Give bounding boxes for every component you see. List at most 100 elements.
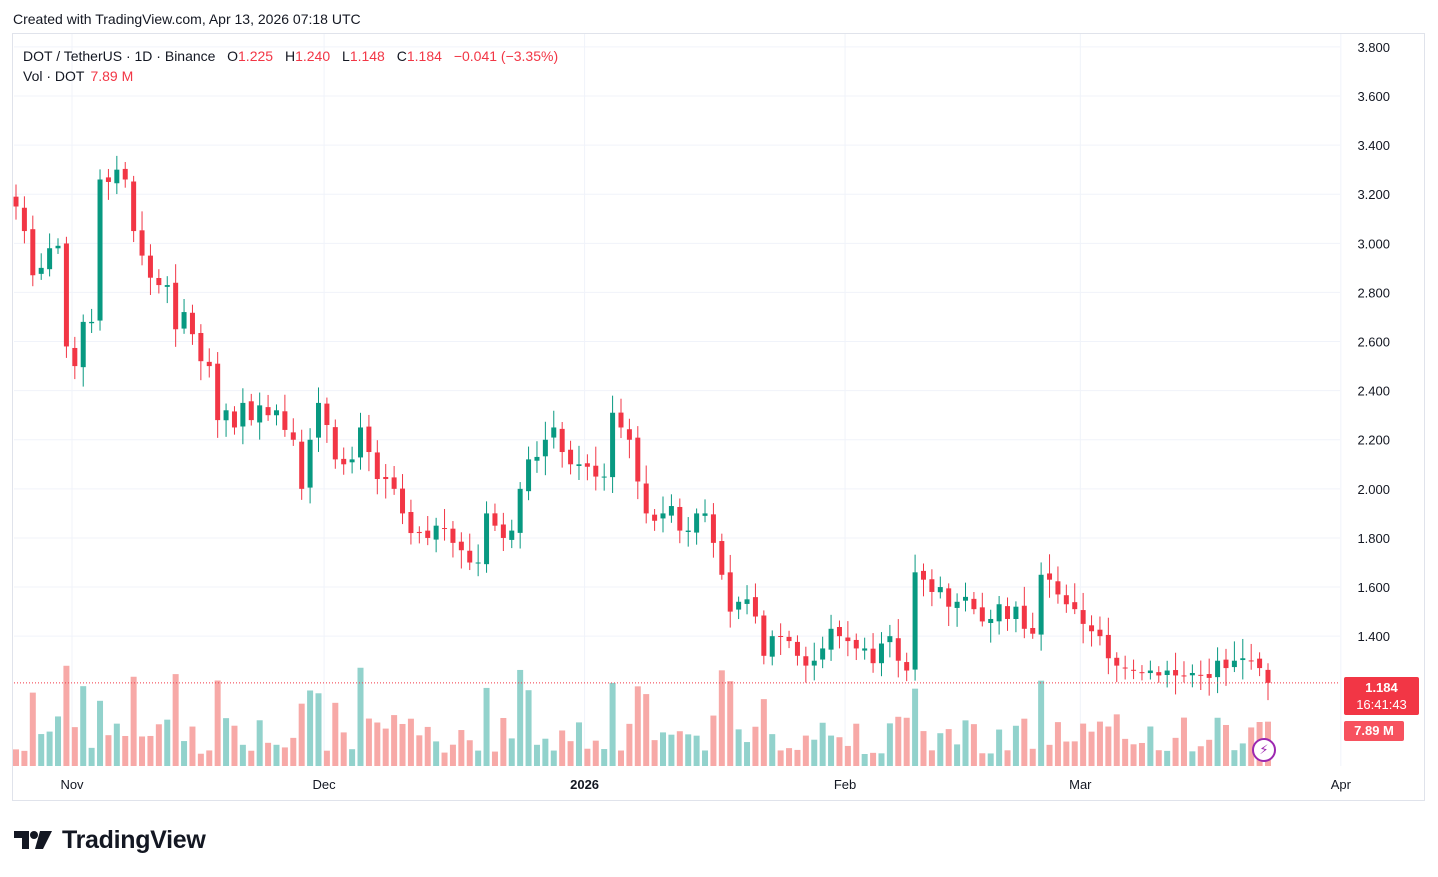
candle-body [156,277,162,286]
volume-bar [206,750,213,766]
candle-body [189,312,195,335]
legend-open-label: O [227,48,239,64]
candle-body [332,427,338,460]
volume-bar [676,731,683,766]
candle-body [988,618,994,623]
volume-bar [945,729,952,766]
volume-bar [937,733,944,766]
candle-body [38,267,44,274]
volume-bar [1180,717,1187,766]
candle-body [1063,595,1069,605]
y-tick-label: 3.400 [1357,138,1390,153]
volume-bar [307,690,314,766]
volume-bar [374,722,381,766]
candle-body [349,459,355,463]
y-tick-label: 2.000 [1357,482,1390,497]
legend-symbol[interactable]: DOT / TetherUS · 1D · Binance [23,48,216,64]
x-tick-label: Nov [60,777,84,792]
candle-body [610,412,616,478]
tradingview-logo-text: TradingView [62,826,206,854]
volume-bar [752,726,759,766]
candle-body [324,403,330,426]
candle-body [542,439,548,457]
volume-bar [458,730,465,766]
volume-bar [155,724,162,766]
volume-bar [903,717,910,766]
volume-bar [265,742,272,766]
chart-legend: DOT / TetherUS · 1D · Binance O1.225 H1.… [23,46,558,86]
volume-bar [836,737,843,766]
volume-bar [189,726,196,766]
volume-bar [323,750,330,766]
candle-body [601,476,607,478]
candle-body [963,596,969,601]
volume-bar [1046,744,1053,766]
volume-bar [643,694,650,766]
candle-body [89,321,95,324]
volume-bar [517,669,524,766]
legend-close: 1.184 [406,48,442,64]
candle-body [1248,660,1254,662]
candle-body [139,230,145,256]
volume-bar [164,719,171,766]
candle-body [769,636,775,657]
candle-body [878,643,884,664]
candle-body [668,506,674,516]
candle-body [63,243,69,347]
volume-bar [1012,725,1019,766]
volume-bar [702,750,709,766]
lightning-icon[interactable]: ⚡ [1252,738,1276,762]
volume-bar [744,742,751,766]
candle-body [198,333,204,362]
candle-body [719,541,725,575]
candle-body [55,245,61,249]
volume-bar [231,725,238,766]
candle-body [1206,674,1212,678]
volume-bar [315,693,322,766]
volume-bar [88,747,95,766]
volume-bar [962,720,969,766]
volume-bar [1231,750,1238,766]
volume-bar [71,727,78,766]
candle-body [458,541,464,551]
candle-body [366,426,372,453]
volume-bar [273,744,280,766]
candle-body [492,513,498,526]
candle-body [786,636,792,642]
legend-volume-label[interactable]: Vol · DOT [23,68,85,84]
candle-body [21,207,27,232]
candle-body [752,597,758,617]
candle-body [677,506,683,531]
volume-bar [584,748,591,766]
candle-body [282,411,288,430]
candle-body [836,627,842,637]
volume-bar [811,739,818,766]
candle-body [307,439,313,488]
candle-body [484,513,490,565]
candle-body [1131,669,1137,671]
candle-body [534,456,540,461]
candle-body [1013,606,1019,620]
volume-bar [1155,750,1162,766]
candle-body [358,427,364,458]
volume-bars [13,665,1271,766]
candle-body [618,412,624,428]
volume-bar [1189,751,1196,766]
volume-bar [483,687,490,766]
candle-body [1231,660,1237,668]
volume-bar [130,676,137,766]
volume-bar [727,681,734,766]
volume-bar [970,724,977,766]
volume-bar [214,680,221,766]
candle-body [114,169,120,184]
volume-bar [399,723,406,766]
volume-bar [609,682,616,766]
candle-body [391,477,397,489]
candle-body [408,512,414,534]
candle-body [30,229,36,276]
candle-body [1114,657,1120,666]
volume-bar [1054,722,1061,766]
tradingview-logo[interactable]: TradingView [14,826,206,855]
volume-tag: 7.89 M [1344,721,1404,741]
